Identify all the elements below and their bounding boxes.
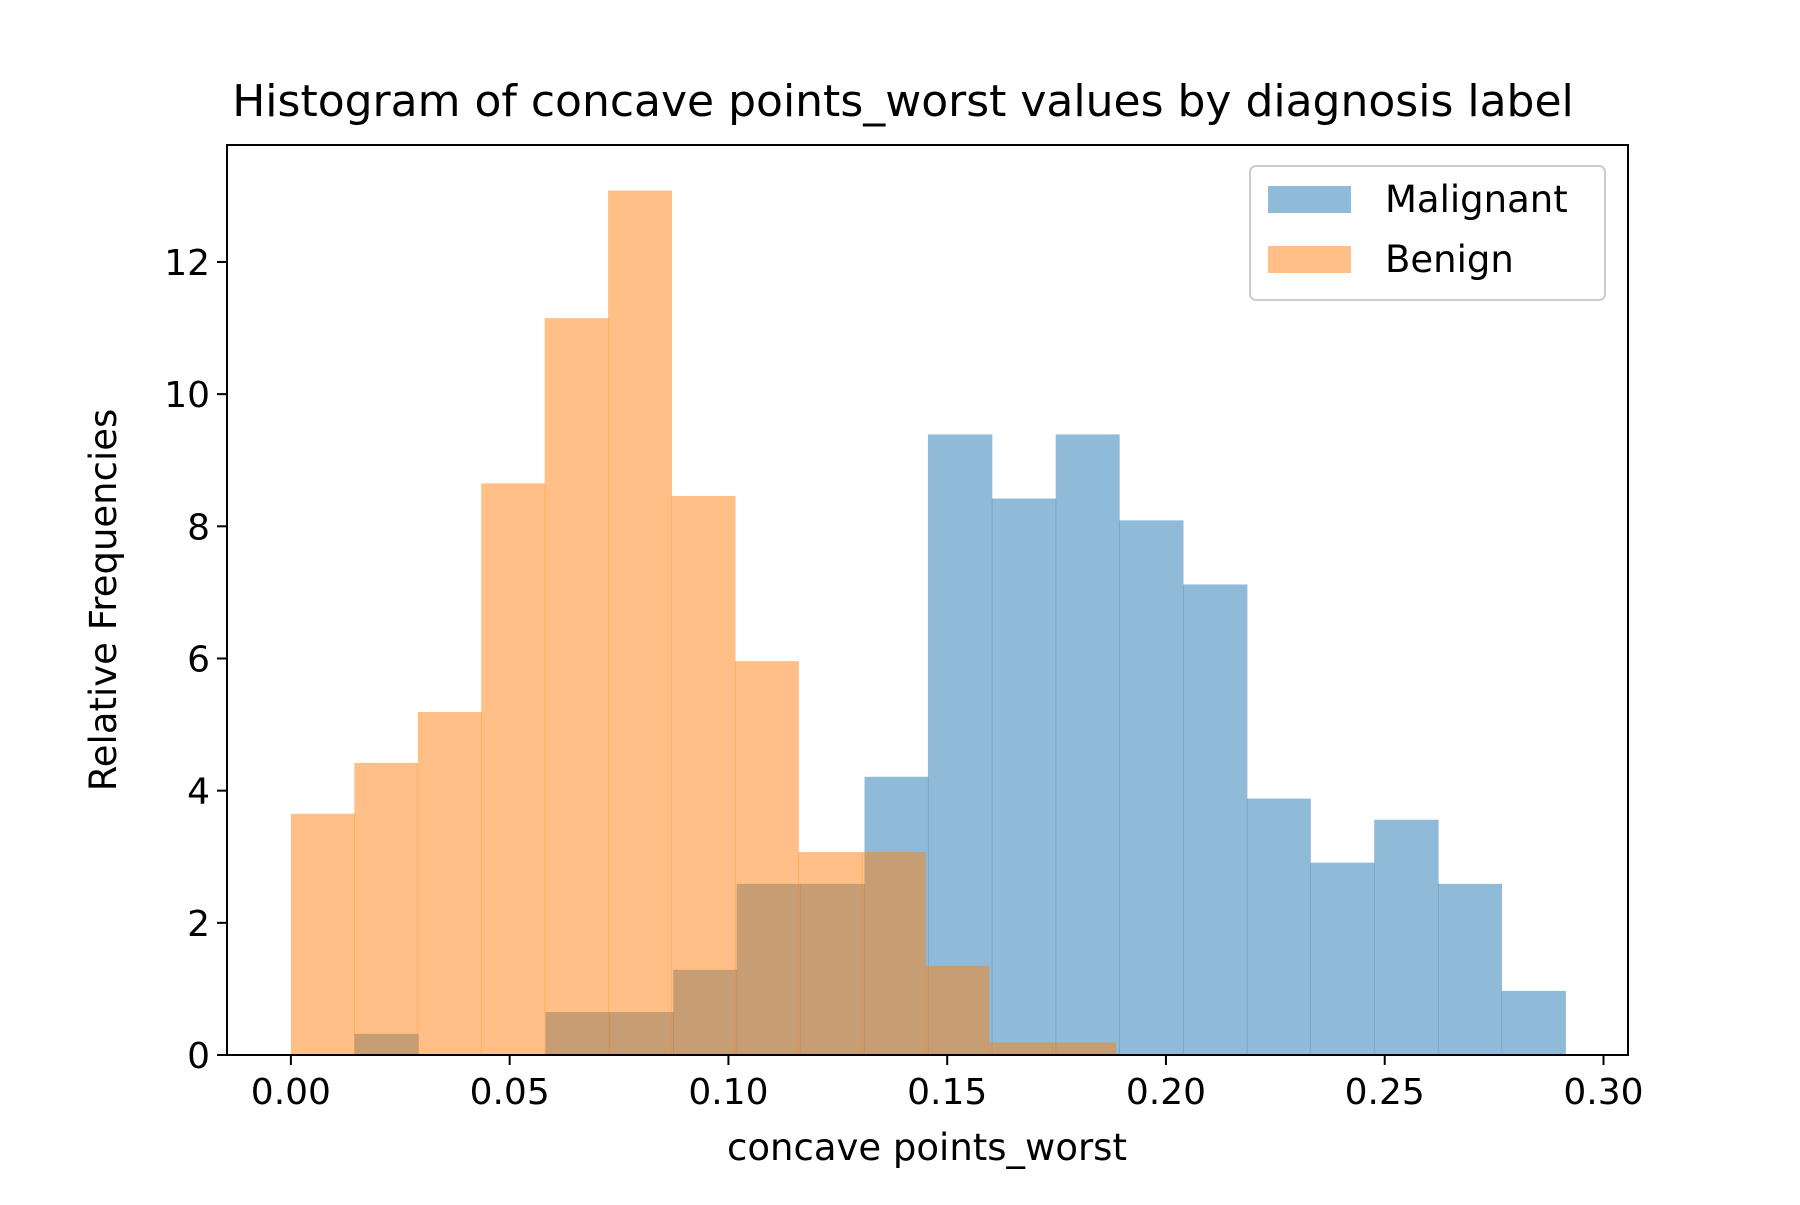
bars-layer — [290, 190, 1566, 1056]
y-tick-label: 6 — [187, 639, 210, 680]
y-axis-ticks: 0 2 4 6 8 10 12 — [164, 243, 227, 1077]
bar-benign-11 — [988, 1042, 1053, 1055]
legend-label-benign: Benign — [1385, 238, 1514, 281]
bar-malignant-10 — [991, 498, 1057, 1055]
bar-malignant-13 — [1183, 584, 1248, 1055]
y-tick-label: 12 — [164, 243, 210, 284]
bar-benign-0 — [290, 813, 355, 1055]
bar-malignant-18 — [1501, 990, 1566, 1055]
x-tick-label: 0.00 — [251, 1072, 331, 1113]
x-tick-label: 0.30 — [1563, 1072, 1643, 1113]
bar-malignant-12 — [1119, 520, 1184, 1055]
y-tick-label: 2 — [187, 904, 210, 945]
y-tick-label: 0 — [187, 1036, 210, 1077]
y-tick-label: 8 — [187, 507, 210, 548]
legend-label-malignant: Malignant — [1385, 178, 1568, 221]
bar-benign-2 — [417, 712, 482, 1055]
y-axis-label: Relative Frequencies — [82, 409, 125, 792]
y-tick-label: 4 — [187, 772, 210, 813]
y-tick-label: 10 — [164, 375, 210, 416]
bar-benign-6 — [671, 495, 736, 1055]
bar-benign-3 — [481, 483, 546, 1055]
bar-malignant-9 — [927, 434, 993, 1056]
bar-benign-8 — [798, 852, 863, 1055]
x-tick-label: 0.20 — [1126, 1072, 1206, 1113]
bar-benign-12 — [1052, 1042, 1117, 1055]
bar-malignant-14 — [1246, 798, 1311, 1055]
legend: Malignant Benign — [1249, 165, 1606, 301]
legend-swatch-benign — [1268, 246, 1351, 273]
x-tick-label: 0.05 — [470, 1072, 550, 1113]
bar-benign-7 — [734, 661, 799, 1055]
plot-area-frame — [226, 144, 1629, 1056]
x-axis-ticks: 0.00 0.05 0.10 0.15 0.20 0.25 0.30 — [251, 1055, 1644, 1113]
x-tick-label: 0.10 — [688, 1072, 768, 1113]
bar-malignant-15 — [1310, 862, 1375, 1055]
bar-malignant-16 — [1374, 819, 1439, 1055]
bar-malignant-11 — [1055, 434, 1120, 1056]
x-axis-label: concave points_worst — [727, 1126, 1127, 1169]
bar-benign-10 — [925, 965, 990, 1055]
bar-benign-4 — [544, 318, 609, 1055]
bar-benign-5 — [608, 190, 673, 1055]
legend-swatch-malignant — [1268, 186, 1351, 213]
chart-title: Histogram of concave points_worst values… — [232, 76, 1574, 127]
bar-benign-9 — [861, 852, 926, 1055]
bar-benign-1 — [354, 762, 419, 1055]
x-tick-label: 0.15 — [907, 1072, 987, 1113]
x-tick-label: 0.25 — [1345, 1072, 1425, 1113]
bar-malignant-17 — [1438, 883, 1503, 1055]
